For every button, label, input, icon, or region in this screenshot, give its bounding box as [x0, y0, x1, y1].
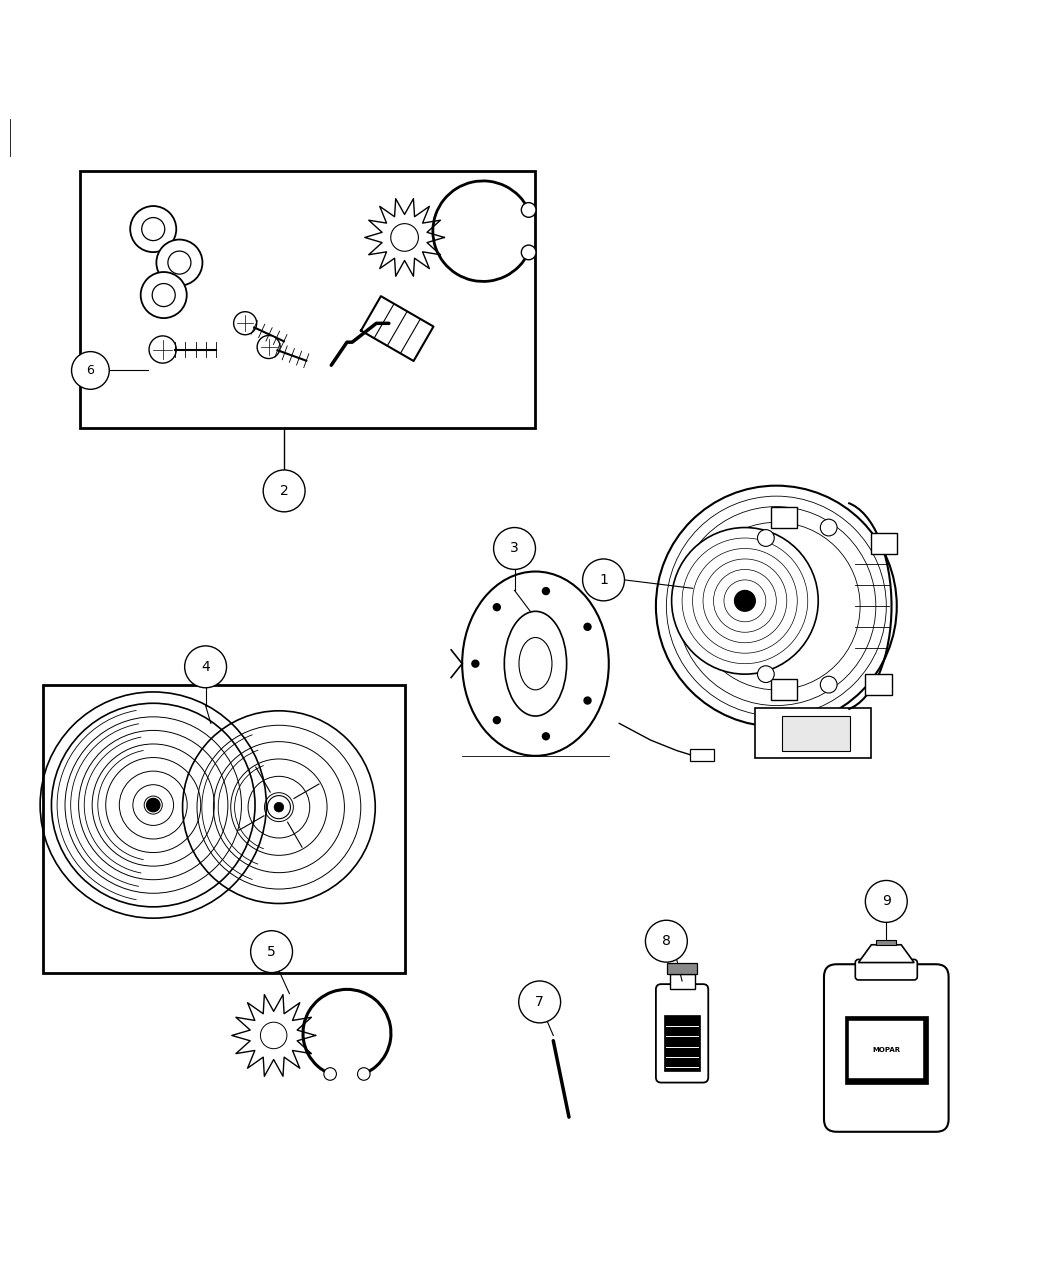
Circle shape — [672, 528, 818, 674]
Bar — [670, 974, 695, 989]
Bar — [781, 717, 849, 751]
Circle shape — [185, 646, 227, 687]
Bar — [845, 1016, 927, 1084]
Circle shape — [391, 223, 418, 251]
Circle shape — [492, 603, 501, 612]
Bar — [691, 748, 714, 761]
Circle shape — [542, 732, 550, 741]
Circle shape — [471, 659, 480, 668]
Circle shape — [141, 272, 187, 317]
Text: 4: 4 — [202, 660, 210, 673]
Bar — [665, 1015, 700, 1071]
Bar — [877, 940, 897, 945]
Text: 9: 9 — [882, 894, 890, 908]
Circle shape — [71, 352, 109, 389]
Polygon shape — [859, 945, 915, 963]
Text: 1: 1 — [600, 572, 608, 586]
Circle shape — [130, 207, 176, 252]
Bar — [771, 680, 797, 700]
Circle shape — [149, 335, 176, 363]
Circle shape — [522, 245, 536, 260]
FancyBboxPatch shape — [856, 959, 918, 980]
Circle shape — [264, 470, 306, 511]
Circle shape — [234, 311, 256, 335]
Circle shape — [494, 528, 536, 570]
Circle shape — [323, 1067, 336, 1080]
Ellipse shape — [519, 638, 552, 690]
Text: 6: 6 — [86, 363, 94, 377]
Ellipse shape — [504, 611, 567, 717]
Circle shape — [156, 240, 203, 286]
Bar — [755, 708, 870, 757]
Circle shape — [584, 622, 592, 631]
Text: 8: 8 — [662, 935, 671, 949]
Circle shape — [146, 798, 160, 812]
Text: 2: 2 — [279, 484, 289, 499]
Circle shape — [820, 519, 837, 536]
Circle shape — [492, 717, 501, 724]
Circle shape — [260, 1023, 287, 1049]
Circle shape — [257, 335, 280, 358]
Text: MOPAR: MOPAR — [873, 1047, 900, 1053]
Circle shape — [152, 283, 175, 306]
Circle shape — [251, 931, 293, 973]
Bar — [849, 1021, 923, 1079]
Bar — [80, 171, 536, 428]
Circle shape — [357, 1067, 370, 1080]
Circle shape — [820, 676, 837, 694]
FancyBboxPatch shape — [656, 984, 709, 1082]
Circle shape — [168, 251, 191, 274]
Bar — [43, 685, 404, 973]
Circle shape — [734, 590, 755, 611]
Circle shape — [757, 666, 774, 682]
Polygon shape — [232, 994, 316, 1076]
Circle shape — [584, 696, 592, 705]
Circle shape — [865, 881, 907, 922]
Circle shape — [656, 486, 897, 727]
Circle shape — [268, 796, 291, 819]
FancyBboxPatch shape — [824, 964, 948, 1132]
Circle shape — [142, 218, 165, 241]
Circle shape — [757, 529, 774, 547]
Ellipse shape — [462, 571, 609, 756]
Circle shape — [646, 921, 688, 963]
Bar — [771, 506, 797, 528]
Circle shape — [522, 203, 536, 217]
Bar — [865, 674, 891, 695]
Bar — [668, 963, 697, 974]
Circle shape — [583, 558, 625, 601]
Bar — [870, 533, 897, 553]
Circle shape — [542, 586, 550, 595]
Circle shape — [519, 980, 561, 1023]
Text: 5: 5 — [267, 945, 276, 959]
Text: 7: 7 — [536, 994, 544, 1009]
Circle shape — [274, 802, 284, 812]
Text: 3: 3 — [510, 542, 519, 556]
